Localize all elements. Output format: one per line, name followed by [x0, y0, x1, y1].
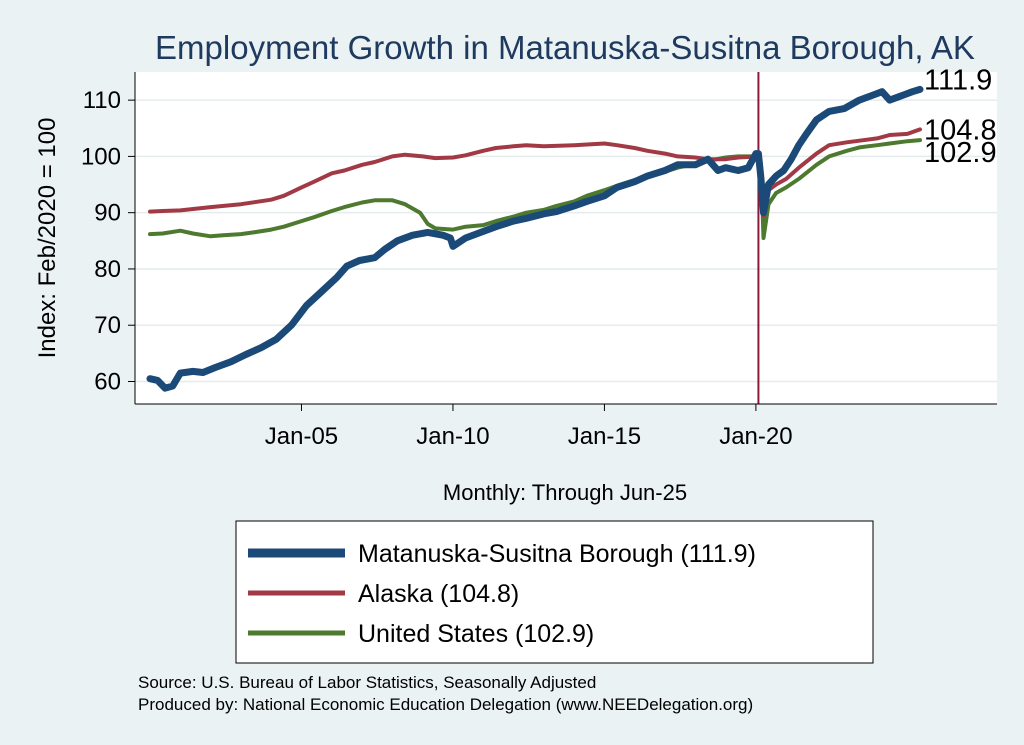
x-tick-label: Jan-20	[719, 423, 792, 450]
produced-by-note: Produced by: National Economic Education…	[138, 695, 753, 714]
y-tick-label: 110	[83, 87, 121, 114]
series-line-united-states	[148, 138, 922, 240]
source-note: Source: U.S. Bureau of Labor Statistics,…	[138, 673, 596, 692]
legend-label: United States (102.9)	[358, 620, 594, 648]
chart-title: Employment Growth in Matanuska-Susitna B…	[155, 29, 975, 66]
series-line-alaska	[148, 127, 922, 218]
legend-label: Alaska (104.8)	[358, 580, 519, 608]
plot-area	[135, 72, 997, 404]
y-tick-label: 80	[94, 256, 121, 283]
series-lines	[146, 85, 924, 392]
grid-lines	[135, 99, 997, 383]
y-axis: 60 70 80 90 100 110	[81, 87, 135, 395]
x-axis: Jan-05 Jan-10 Jan-15 Jan-20	[265, 404, 793, 450]
x-axis-label: Monthly: Through Jun-25	[443, 480, 687, 505]
x-tick-label: Jan-10	[416, 423, 489, 450]
y-tick-label: 70	[94, 312, 121, 339]
x-tick-label: Jan-05	[265, 423, 338, 450]
end-label: 111.9	[924, 64, 992, 96]
legend: Matanuska-Susitna Borough (111.9) Alaska …	[248, 540, 756, 648]
y-axis-label: Index: Feb/2020 = 100	[34, 118, 61, 359]
legend-label: Matanuska-Susitna Borough (111.9)	[358, 540, 756, 568]
end-label: 102.9	[924, 137, 997, 169]
x-tick-label: Jan-15	[568, 423, 641, 450]
y-tick-label: 60	[94, 368, 121, 395]
y-tick-label: 90	[94, 200, 121, 227]
end-label: 104.8	[924, 114, 997, 146]
series-line-matanuska-susitna-borough	[146, 85, 924, 392]
y-tick-label: 100	[81, 143, 121, 170]
